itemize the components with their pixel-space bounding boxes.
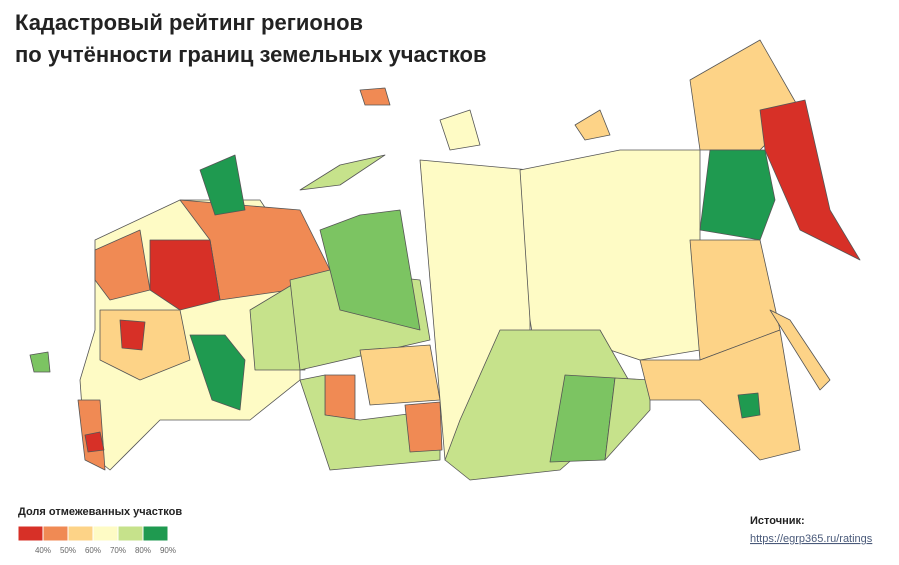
region xyxy=(699,149,776,241)
region xyxy=(359,87,391,106)
region xyxy=(639,329,801,461)
region xyxy=(574,109,611,141)
legend-label: 60% xyxy=(85,546,101,555)
region xyxy=(84,431,105,453)
legend-swatch xyxy=(92,525,119,542)
region xyxy=(249,279,306,371)
legend-label: 40% xyxy=(35,546,51,555)
region xyxy=(759,99,861,261)
region xyxy=(149,239,221,311)
legend-label: 90% xyxy=(160,546,176,555)
region xyxy=(769,309,831,391)
source-label: Источник: xyxy=(750,515,805,527)
legend-label: 80% xyxy=(135,546,151,555)
legend-swatch xyxy=(42,525,69,542)
region xyxy=(29,351,51,373)
legend-swatch xyxy=(67,525,94,542)
region xyxy=(199,154,246,216)
legend-swatch xyxy=(17,525,44,542)
legend: Доля отмежеванных участков 40% 50% 60% 70% 8… xyxy=(17,506,182,555)
region xyxy=(319,209,421,331)
legend-label: 50% xyxy=(60,546,76,555)
source-link[interactable]: https://egrp365.ru/ratings xyxy=(750,533,873,545)
region xyxy=(324,374,356,421)
region xyxy=(94,229,151,301)
region xyxy=(299,374,441,471)
region xyxy=(404,401,443,453)
legend-label: 70% xyxy=(110,546,126,555)
region xyxy=(189,334,246,411)
region xyxy=(299,154,386,191)
title-line: Кадастровый рейтинг регионов xyxy=(15,10,363,35)
legend-swatch xyxy=(117,525,144,542)
region xyxy=(439,109,481,151)
region xyxy=(604,377,651,461)
legend-swatch xyxy=(142,525,169,542)
map xyxy=(29,39,861,481)
legend-title: Доля отмежеванных участков xyxy=(18,506,182,518)
region xyxy=(119,319,146,351)
region xyxy=(737,392,761,419)
title-line: по учтённости границ земельных участков xyxy=(15,42,486,67)
region xyxy=(359,344,441,406)
